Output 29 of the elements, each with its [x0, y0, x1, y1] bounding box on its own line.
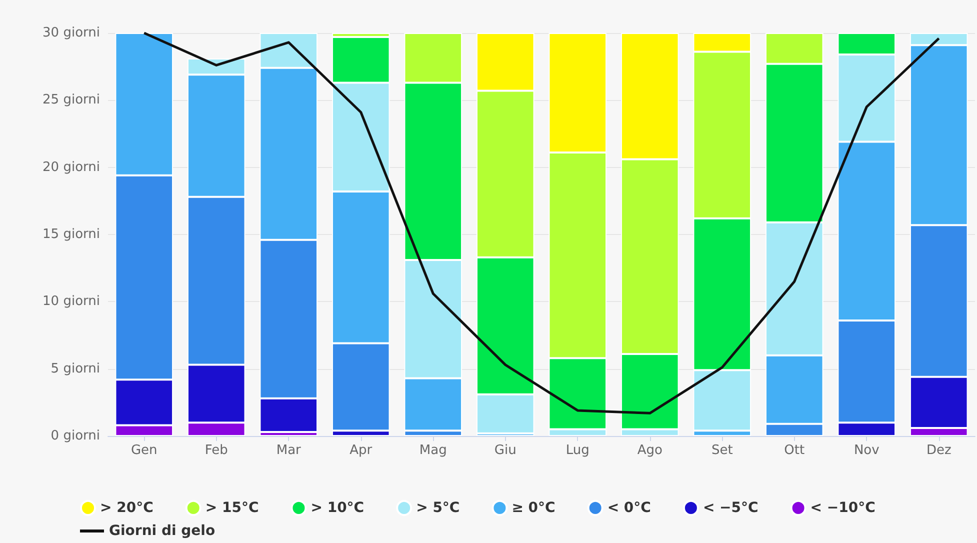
x-tick-label: Ago [637, 443, 662, 458]
x-tick-label: Apr [350, 443, 373, 458]
y-tick-label: 25 giorni [42, 92, 100, 108]
x-tick-label: Lug [566, 443, 590, 458]
x-tick-label: Gen [130, 443, 158, 458]
x-tick-label: Set [711, 443, 733, 458]
legend-label: > 10°C [310, 500, 364, 516]
y-tick-label: 5 giorni [50, 361, 100, 376]
x-tick-label: Dez [926, 443, 952, 458]
legend-label: > 5°C [416, 500, 460, 516]
x-tick-label: Mag [419, 443, 447, 458]
legend-label: < 0°C [607, 500, 651, 516]
legend-label: < −5°C [702, 500, 758, 516]
x-tick-label: Mar [276, 443, 302, 458]
legend-label: < −10°C [810, 500, 876, 516]
legend-label: Giorni di gelo [109, 523, 216, 539]
x-tick-label: Ott [784, 443, 805, 458]
y-tick-label: 20 giorni [42, 160, 100, 175]
y-tick-label: 15 giorni [42, 227, 100, 242]
y-tick-label: 10 giorni [42, 294, 100, 310]
x-tick-label: Feb [204, 443, 228, 458]
x-tick-label: Nov [854, 443, 880, 458]
legend-label: > 15°C [205, 500, 259, 516]
x-tick-label: Giu [494, 443, 516, 458]
y-tick-label: 30 giorni [42, 26, 100, 40]
y-tick-label: 0 giorni [50, 428, 100, 444]
line-series [142, 32, 940, 414]
legend-label: ≥ 0°C [512, 500, 556, 516]
legend-label: > 20°C [100, 500, 154, 516]
